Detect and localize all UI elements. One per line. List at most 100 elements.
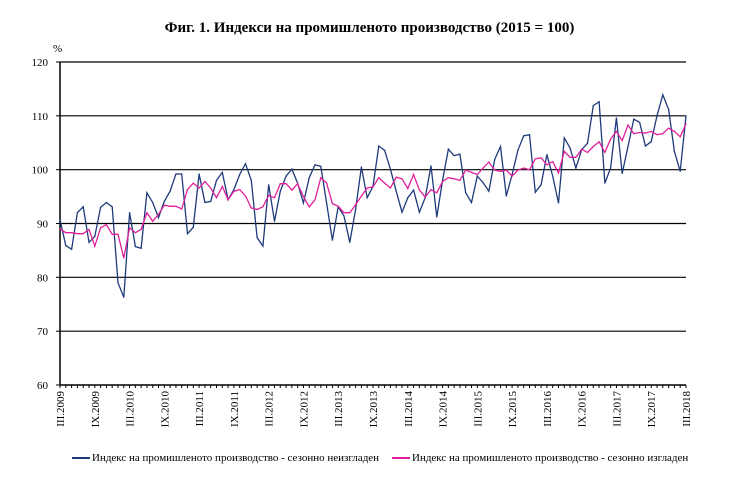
x-tick-label: III.2014 (403, 391, 415, 427)
data-point (523, 167, 525, 169)
data-point (360, 166, 363, 168)
legend-item-adjusted: Индекс на промишленото производство - се… (392, 452, 688, 464)
data-point (59, 219, 61, 221)
data-point (123, 257, 125, 259)
y-tick-label: 120 (32, 57, 49, 69)
data-point (679, 136, 681, 138)
series-line-unadjusted (59, 92, 687, 298)
data-point (465, 192, 467, 194)
data-point (627, 124, 629, 126)
data-point (204, 180, 206, 183)
data-point (673, 150, 676, 152)
data-point (262, 245, 264, 247)
data-point (268, 194, 270, 197)
data-point (128, 212, 131, 214)
data-point (598, 141, 600, 143)
data-point (134, 246, 136, 248)
data-point (157, 216, 160, 219)
data-point (227, 199, 229, 201)
series-lines (59, 92, 687, 298)
data-point (279, 190, 281, 192)
x-axis-ticks: III.2009 IX.2009 III.2010 IX.2010 III.2011 IX… (55, 384, 693, 428)
x-tick-label: III.2010 (125, 391, 137, 427)
data-point (82, 206, 84, 208)
data-point (650, 130, 652, 133)
data-point (476, 175, 478, 177)
data-point (552, 160, 554, 163)
data-point (453, 155, 455, 157)
data-point (569, 147, 571, 149)
data-point (215, 179, 218, 182)
x-tick-label: IX.2015 (507, 391, 519, 428)
data-point (256, 208, 258, 211)
x-tick-label: III.2015 (472, 391, 484, 427)
data-point (528, 134, 531, 136)
data-point (517, 169, 519, 171)
data-point (505, 195, 507, 197)
x-tick-label: IX.2011 (229, 391, 241, 427)
data-point (668, 108, 670, 110)
data-point (673, 130, 676, 133)
data-point (88, 228, 90, 231)
data-point (586, 151, 589, 154)
data-point (604, 151, 606, 154)
data-point (499, 170, 502, 172)
data-point (459, 153, 461, 155)
data-point (181, 173, 183, 175)
data-point (285, 183, 287, 185)
data-point (256, 236, 258, 239)
data-point (639, 131, 641, 134)
data-point (563, 150, 565, 152)
data-point (540, 157, 542, 159)
data-point (447, 177, 449, 179)
data-point (111, 233, 113, 235)
data-point (383, 149, 386, 151)
data-point (517, 149, 519, 151)
data-point (285, 175, 287, 177)
data-point (575, 156, 577, 158)
data-point (685, 123, 687, 125)
data-point (134, 232, 136, 234)
data-point (575, 167, 577, 169)
data-point (192, 226, 194, 228)
data-point (140, 228, 142, 231)
data-point (105, 201, 107, 204)
data-point (511, 173, 513, 176)
data-point (644, 132, 647, 134)
data-point (268, 184, 270, 186)
data-point (163, 200, 165, 203)
data-point (523, 135, 525, 137)
data-point (111, 206, 113, 208)
data-point (210, 200, 212, 203)
data-point (221, 185, 223, 187)
data-point (88, 241, 90, 243)
legend-swatch (392, 457, 410, 459)
data-point (668, 127, 670, 129)
data-point (552, 175, 554, 177)
data-point (412, 189, 415, 191)
data-point (418, 211, 420, 213)
data-point (308, 177, 310, 179)
data-point (482, 167, 484, 169)
data-point (546, 153, 548, 156)
data-point (302, 195, 305, 198)
data-point (181, 208, 183, 210)
gridlines (60, 61, 686, 332)
y-tick-label: 70 (37, 326, 49, 338)
data-point (511, 175, 513, 177)
data-point (244, 195, 247, 197)
data-point (279, 183, 281, 185)
data-point (598, 101, 600, 103)
data-point (436, 192, 438, 194)
data-point (76, 233, 78, 235)
data-point (662, 94, 664, 96)
data-point (395, 176, 397, 178)
y-axis-ticks: 60 70 80 90 100 110 120 (32, 57, 61, 392)
data-point (215, 197, 218, 199)
data-point (221, 171, 223, 173)
data-point (465, 169, 467, 171)
data-point (650, 141, 652, 143)
data-point (441, 180, 444, 183)
data-point (534, 191, 536, 193)
